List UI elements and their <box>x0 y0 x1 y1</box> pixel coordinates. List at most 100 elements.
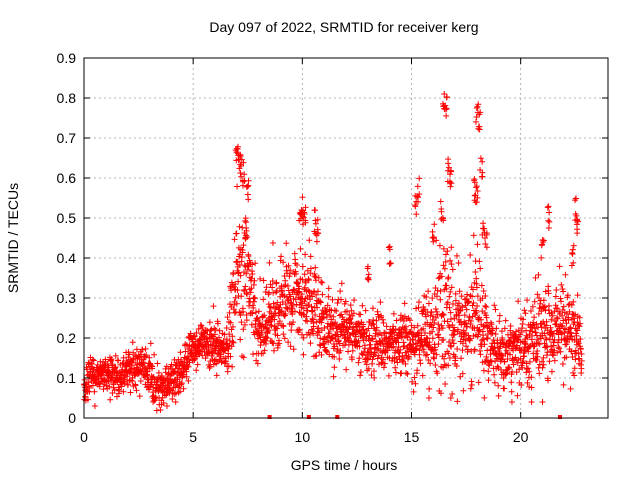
data-point <box>231 309 238 316</box>
data-point <box>478 173 485 180</box>
data-point <box>269 284 276 291</box>
data-point <box>454 326 461 333</box>
data-point <box>212 326 219 333</box>
data-point <box>331 353 338 360</box>
data-point <box>577 336 584 343</box>
data-point <box>430 324 437 331</box>
data-point <box>531 298 538 305</box>
data-point <box>364 263 371 270</box>
data-point <box>287 293 294 300</box>
data-point <box>541 304 548 311</box>
data-point <box>480 225 487 232</box>
y-tick-label: 0 <box>68 410 76 426</box>
data-point <box>446 355 453 362</box>
data-point <box>561 330 568 337</box>
data-point <box>144 368 151 375</box>
data-point <box>298 296 305 303</box>
data-point <box>310 323 317 330</box>
data-point <box>516 366 523 373</box>
data-point <box>379 316 386 323</box>
data-point <box>285 287 292 294</box>
data-point <box>276 318 283 325</box>
data-point <box>276 340 283 347</box>
data-point <box>362 345 369 352</box>
data-point <box>206 365 213 372</box>
y-tick-label: 0.9 <box>57 50 77 66</box>
data-point <box>378 360 385 367</box>
data-point <box>533 357 540 364</box>
data-point <box>299 263 306 270</box>
data-point <box>537 300 544 307</box>
data-point <box>510 361 517 368</box>
data-point <box>302 251 309 258</box>
data-point <box>414 340 421 347</box>
data-point <box>225 362 232 369</box>
data-point <box>294 261 301 268</box>
data-point <box>544 343 551 350</box>
data-point <box>445 350 452 357</box>
data-point <box>568 329 575 336</box>
data-point <box>373 324 380 331</box>
data-point <box>390 310 397 317</box>
data-point <box>252 309 259 316</box>
data-point <box>422 352 429 359</box>
data-point <box>336 340 343 347</box>
data-point <box>522 341 529 348</box>
data-point <box>271 316 278 323</box>
data-point <box>160 400 167 407</box>
data-point <box>290 319 297 326</box>
data-point <box>479 337 486 344</box>
data-point <box>463 323 470 330</box>
data-point <box>238 293 245 300</box>
data-point <box>471 346 478 353</box>
data-point <box>563 354 570 361</box>
data-point <box>570 369 577 376</box>
data-point <box>446 338 453 345</box>
data-point <box>572 330 579 337</box>
data-point <box>522 310 529 317</box>
data-point <box>473 275 480 282</box>
data-point <box>385 244 392 251</box>
data-point <box>430 347 437 354</box>
data-point <box>413 211 420 218</box>
data-point <box>444 299 451 306</box>
data-point <box>112 352 119 359</box>
data-point <box>127 389 134 396</box>
data-point <box>570 315 577 322</box>
data-point <box>311 270 318 277</box>
data-point <box>553 314 560 321</box>
data-point <box>257 275 264 282</box>
data-point <box>237 336 244 343</box>
data-point <box>235 278 242 285</box>
data-point <box>488 321 495 328</box>
data-point <box>305 287 312 294</box>
data-point <box>148 362 155 369</box>
data-point <box>470 299 477 306</box>
x-tick-label: 5 <box>189 429 197 445</box>
data-point <box>349 347 356 354</box>
data-point <box>255 308 262 315</box>
data-point <box>331 307 338 314</box>
data-point <box>468 381 475 388</box>
data-point <box>229 363 236 370</box>
data-point <box>568 348 575 355</box>
data-point <box>454 346 461 353</box>
data-point <box>280 331 287 338</box>
data-point <box>441 355 448 362</box>
data-point <box>432 305 439 312</box>
data-point <box>574 292 581 299</box>
data-point <box>535 271 542 278</box>
data-point <box>85 379 92 386</box>
data-point <box>415 299 422 306</box>
data-point <box>413 198 420 205</box>
data-point <box>287 299 294 306</box>
data-point <box>467 335 474 342</box>
data-point <box>450 332 457 339</box>
data-point <box>545 203 552 210</box>
data-point <box>508 399 515 405</box>
data-point <box>548 309 555 316</box>
data-point <box>278 253 285 260</box>
data-point <box>116 387 123 394</box>
data-point <box>369 305 376 312</box>
